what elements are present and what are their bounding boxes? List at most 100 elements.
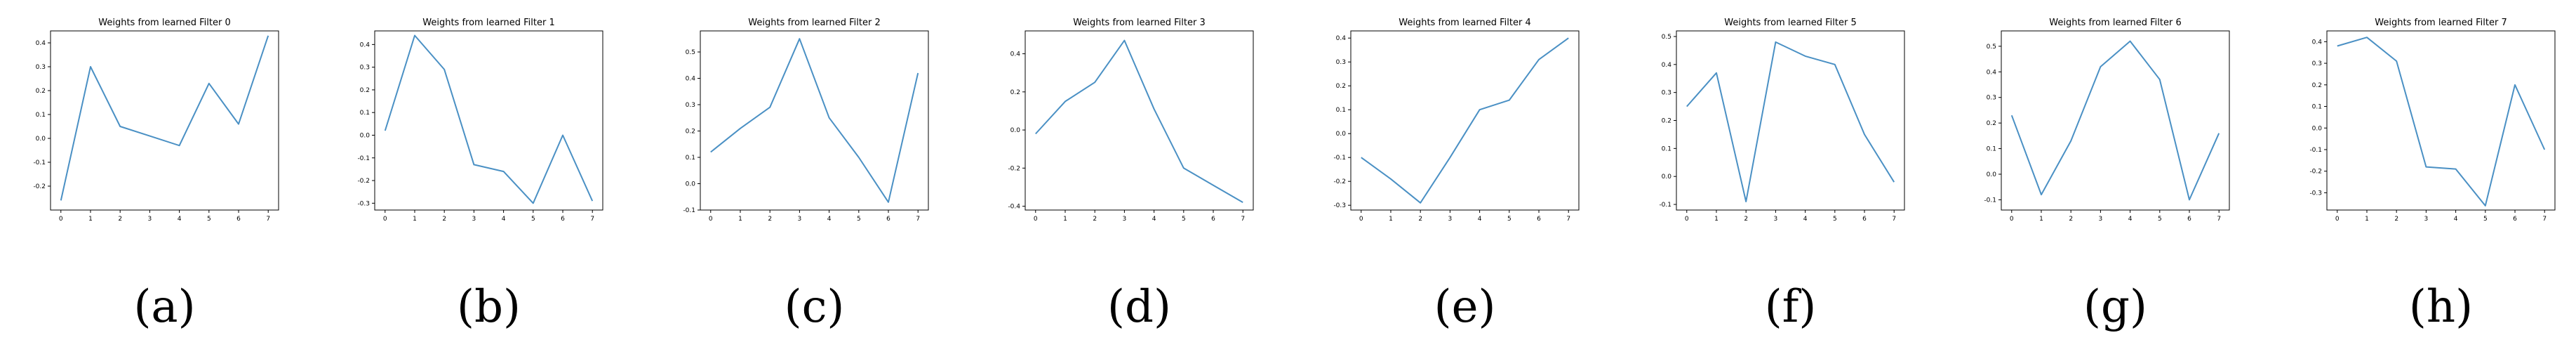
x-tick-label: 0 [1359, 216, 1363, 223]
data-point [1775, 41, 1776, 43]
subfigure-caption: (g) [2083, 281, 2147, 333]
data-point [60, 199, 62, 201]
x-tick-label: 0 [59, 216, 63, 223]
y-tick-label: 0.1 [1662, 145, 1671, 152]
x-tick-label: 7 [1241, 216, 1245, 223]
x-tick-label: 7 [590, 216, 594, 223]
y-tick-label: 0.1 [686, 155, 695, 162]
data-point [2514, 84, 2516, 86]
x-tick-label: 0 [2010, 216, 2014, 223]
y-tick-label: 0.0 [1010, 127, 1021, 134]
data-point [858, 157, 860, 158]
data-point [238, 124, 239, 125]
series-line [1361, 37, 1569, 204]
data-point [562, 134, 563, 136]
x-tick-label: 2 [1418, 216, 1422, 223]
x-tick-label: 4 [178, 216, 182, 223]
data-point [267, 35, 269, 37]
data-point [473, 164, 474, 165]
x-tick-label: 7 [2217, 216, 2221, 223]
x-tick-label: 3 [148, 216, 152, 223]
chart-title: Weights from learned Filter 2 [748, 18, 881, 28]
x-tick-label: 6 [2513, 216, 2517, 223]
data-point [533, 202, 534, 204]
x-tick-label: 7 [1892, 216, 1896, 223]
y-tick-label: 0.2 [1987, 120, 1996, 127]
plot-frame [50, 30, 279, 211]
x-tick-label: 1 [1063, 216, 1067, 223]
y-tick-label: -0.4 [1008, 204, 1020, 211]
y-tick-label: -0.1 [683, 207, 695, 214]
chart-panel-3: Weights from learned Filter 3 -0.4 -0.2 0.0… [1008, 18, 1254, 333]
subfigure-caption: (c) [785, 281, 845, 333]
x-tick-label: 2 [1744, 216, 1748, 223]
data-point [2485, 205, 2486, 207]
x-tick-label: 5 [857, 216, 861, 223]
x-tick-label: 5 [2483, 216, 2488, 223]
data-point [1065, 100, 1066, 102]
series-line [2337, 37, 2546, 207]
data-point [1834, 64, 1836, 65]
y-tick-label: 0.1 [360, 110, 370, 117]
plot-frame [700, 30, 929, 211]
data-point [769, 107, 770, 108]
y-tick-label: 0.1 [1336, 107, 1346, 114]
y-tick-label: 0.2 [36, 88, 46, 95]
data-point [1242, 202, 1243, 203]
y-tick-label: 0.3 [1336, 59, 1346, 66]
chart-title: Weights from learned Filter 4 [1399, 18, 1531, 28]
y-tick-label: 0.5 [686, 49, 695, 56]
data-point [1420, 202, 1421, 204]
chart-panel-7: Weights from learned Filter 7 -0.3 -0.2 -0.… [2309, 18, 2556, 333]
y-tick-label: -0.2 [2309, 169, 2322, 176]
data-point [414, 34, 415, 36]
chart-title: Weights from learned Filter 0 [98, 18, 231, 28]
data-point [2189, 199, 2190, 200]
series-line [384, 34, 594, 204]
y-tick-label: 0.1 [36, 112, 46, 119]
x-tick-label: 5 [1507, 216, 1511, 223]
chart-title: Weights from learned Filter 3 [1073, 18, 1206, 28]
x-tick-label: 3 [1774, 216, 1778, 223]
x-tick-label: 4 [502, 216, 506, 223]
y-tick-label: -0.2 [33, 183, 46, 190]
y-tick-label: 0.2 [1662, 118, 1671, 125]
series-line [2010, 40, 2220, 201]
x-tick-label: 2 [768, 216, 772, 223]
data-point [1094, 81, 1095, 83]
x-tick-label: 3 [472, 216, 476, 223]
y-tick-label: -0.2 [1008, 165, 1020, 172]
chart-title: Weights from learned Filter 6 [2049, 18, 2182, 28]
x-tick-label: 6 [1862, 216, 1867, 223]
y-tick-label: 0.4 [360, 41, 371, 48]
data-point [2455, 169, 2457, 170]
data-point [119, 126, 121, 127]
x-tick-label: 6 [561, 216, 565, 223]
y-tick-label: 0.1 [2312, 104, 2322, 111]
x-tick-label: 3 [1448, 216, 1453, 223]
data-point [740, 128, 741, 129]
data-point [592, 200, 593, 202]
data-point [1035, 133, 1036, 134]
y-tick-label: 0.4 [1662, 62, 1672, 69]
y-tick-label: -0.1 [2309, 147, 2322, 154]
y-tick-label: -0.2 [357, 178, 370, 185]
x-tick-label: 3 [2099, 216, 2103, 223]
y-tick-label: 0.1 [1987, 146, 1996, 153]
x-tick-label: 4 [1152, 216, 1156, 223]
data-point [2396, 60, 2397, 62]
subfigure-caption: (e) [1434, 281, 1496, 333]
y-tick-label: 0.3 [360, 65, 370, 72]
chart-panel-0: Weights from learned Filter 0 -0.2 -0.1 0.0… [33, 18, 279, 333]
data-point [208, 83, 210, 84]
data-point [1568, 37, 1569, 39]
data-point [2366, 37, 2368, 38]
y-tick-label: -0.1 [33, 159, 46, 166]
x-tick-label: 4 [2454, 216, 2458, 223]
data-point [149, 136, 150, 137]
x-tick-label: 1 [738, 216, 742, 223]
x-tick-label: 1 [1714, 216, 1719, 223]
x-tick-label: 5 [531, 216, 535, 223]
x-tick-label: 1 [413, 216, 417, 223]
data-point [799, 38, 800, 39]
